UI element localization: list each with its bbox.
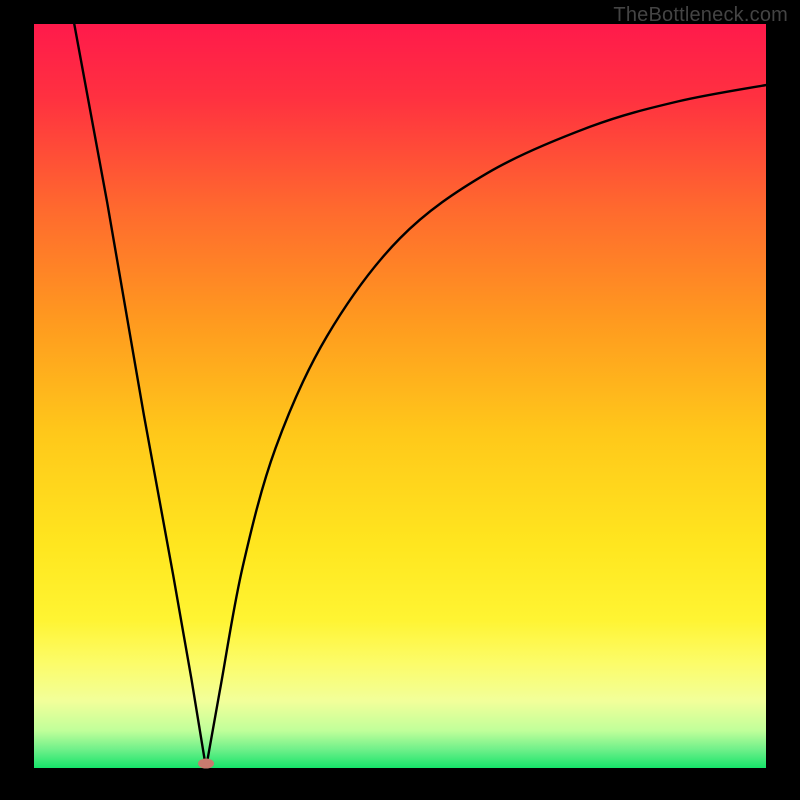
plot-background	[34, 24, 766, 768]
chart-container: TheBottleneck.com	[0, 0, 800, 800]
vertex-marker	[198, 759, 214, 769]
bottleneck-chart	[0, 0, 800, 800]
watermark-label: TheBottleneck.com	[613, 4, 788, 27]
